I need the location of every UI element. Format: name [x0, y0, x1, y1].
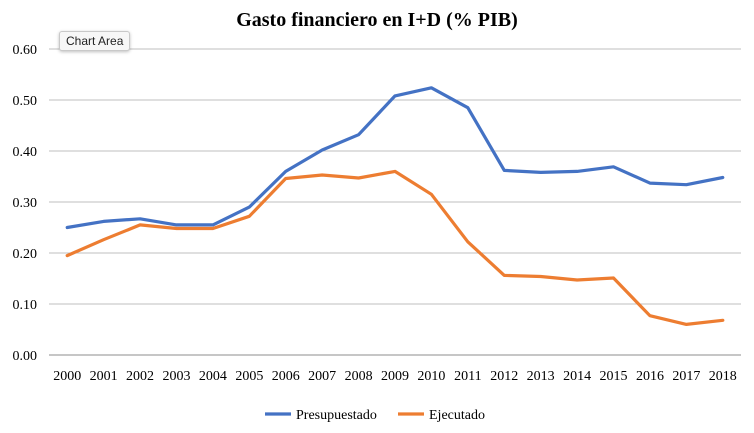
series-line-ejecutado [65, 169, 725, 326]
chart-area-tooltip: Chart Area [59, 31, 131, 51]
series-line-presupuestado [65, 86, 725, 230]
legend-label: Ejecutado [429, 408, 485, 423]
x-tick-label: 2014 [563, 369, 591, 384]
x-tick-label: 2013 [527, 369, 555, 384]
x-tick-label: 2016 [636, 369, 664, 384]
y-tick-label: 0.30 [13, 196, 38, 211]
y-tick-label: 0.20 [13, 247, 38, 262]
y-tick-label: 0.10 [13, 298, 38, 313]
x-tick-label: 2010 [417, 369, 445, 384]
legend-label: Presupuestado [296, 408, 377, 423]
y-tick-label: 0.60 [13, 43, 38, 58]
x-tick-label: 2015 [600, 369, 628, 384]
series-lines [65, 86, 725, 326]
x-tick-label: 2011 [454, 369, 481, 384]
x-tick-label: 2001 [90, 369, 118, 384]
x-tick-label: 2005 [235, 369, 263, 384]
x-tick-label: 2008 [345, 369, 373, 384]
x-tick-label: 2002 [126, 369, 154, 384]
legend: Presupuestado Ejecutado [265, 408, 485, 423]
x-tick-label: 2003 [162, 369, 190, 384]
x-tick-label: 2004 [199, 369, 227, 384]
x-tick-label: 2009 [381, 369, 409, 384]
x-tick-label: 2000 [53, 369, 81, 384]
chart-title: Gasto financiero en I+D (% PIB) [236, 9, 518, 31]
y-tick-label: 0.40 [13, 145, 38, 160]
x-tick-label: 2017 [672, 369, 700, 384]
y-tick-label: 0.00 [13, 349, 38, 364]
y-tick-label: 0.50 [13, 94, 38, 109]
gridlines [49, 48, 741, 356]
x-tick-label: 2012 [490, 369, 518, 384]
y-axis-ticks: 0.00 0.10 0.20 0.30 0.40 0.50 0.60 [13, 43, 38, 364]
x-tick-label: 2018 [709, 369, 737, 384]
x-tick-label: 2007 [308, 369, 336, 384]
x-axis-ticks: 2000 2001 2002 2003 2004 2005 2006 2007 2008 2009… [53, 369, 737, 384]
x-tick-label: 2006 [272, 369, 300, 384]
